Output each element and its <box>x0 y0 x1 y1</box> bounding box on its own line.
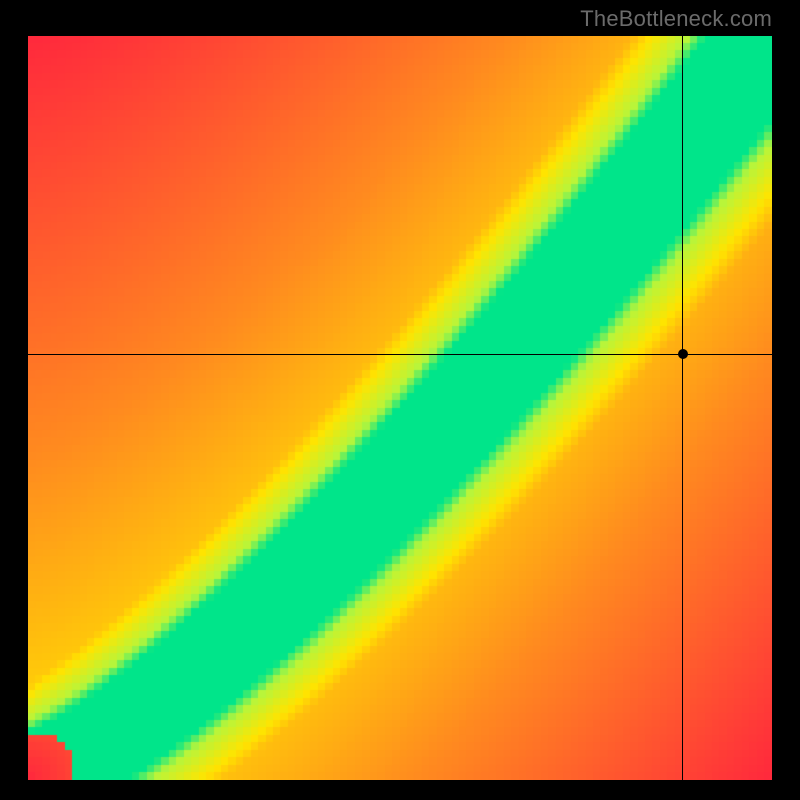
heatmap-plot <box>28 36 772 780</box>
heatmap-canvas <box>28 36 772 780</box>
chart-frame: TheBottleneck.com <box>0 0 800 800</box>
watermark-text: TheBottleneck.com <box>580 6 772 32</box>
